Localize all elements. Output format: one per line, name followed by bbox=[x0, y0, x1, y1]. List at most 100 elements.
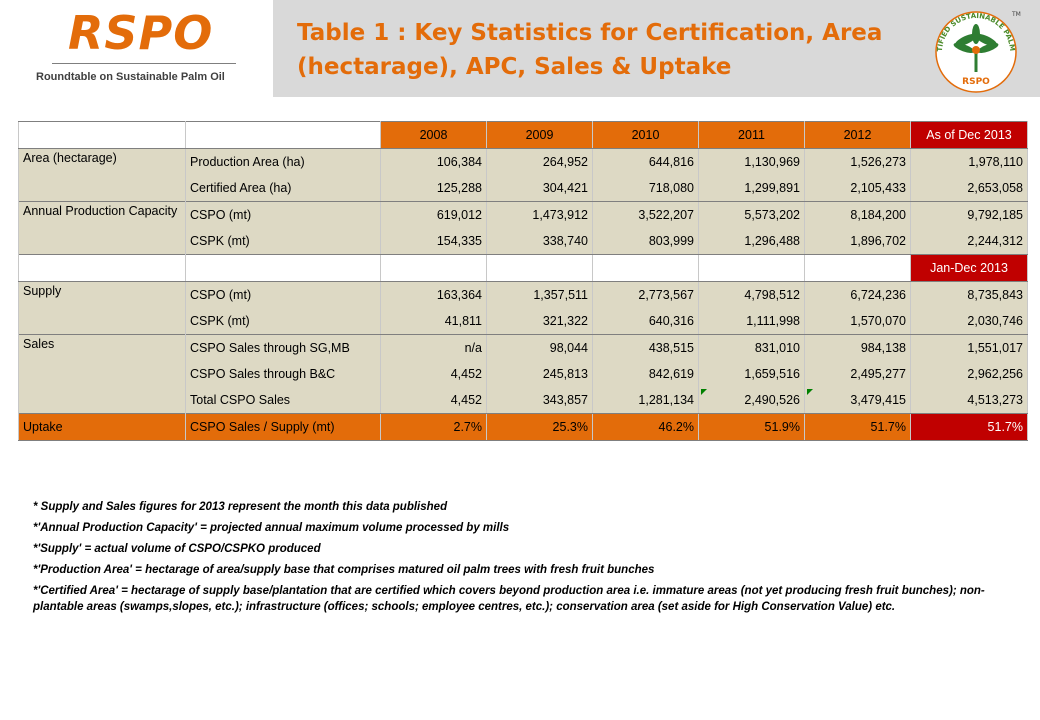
seal-text-bottom: RSPO bbox=[962, 77, 990, 87]
cell-value: n/a bbox=[380, 334, 487, 361]
row-metric: CSPO Sales through B&C bbox=[185, 361, 381, 387]
row-category: Supply bbox=[18, 281, 186, 335]
cell-value: 4,513,273 bbox=[910, 387, 1028, 414]
year-header: 2011 bbox=[698, 121, 805, 149]
cell-value: 41,811 bbox=[380, 308, 487, 335]
cell-value: 2,030,746 bbox=[910, 308, 1028, 335]
cell-value: 4,452 bbox=[380, 387, 487, 414]
cell-text: 3,479,415 bbox=[850, 393, 906, 407]
cell-value: 1,299,891 bbox=[698, 175, 805, 202]
year-header: 2010 bbox=[592, 121, 699, 149]
cell-value: 264,952 bbox=[486, 148, 593, 175]
cell-value: 2.7% bbox=[380, 413, 487, 441]
footnote: *'Production Area' = hectarage of area/s… bbox=[33, 564, 655, 576]
cell-value: 1,526,273 bbox=[804, 148, 911, 175]
row-metric: Production Area (ha) bbox=[185, 148, 381, 175]
row-category: Area (hectarage) bbox=[18, 148, 186, 202]
cell-value: 438,515 bbox=[592, 334, 699, 361]
row-category: Uptake bbox=[18, 413, 186, 441]
cell-value: 1,570,070 bbox=[804, 308, 911, 335]
logo-subtitle: Roundtable on Sustainable Palm Oil bbox=[36, 71, 225, 83]
cell-value: 2,105,433 bbox=[804, 175, 911, 202]
row-metric: CSPO Sales through SG,MB bbox=[185, 334, 381, 361]
cell-value: 2,773,567 bbox=[592, 281, 699, 308]
cell-value: 2,962,256 bbox=[910, 361, 1028, 387]
cell-value: 338,740 bbox=[486, 228, 593, 255]
cell-value: 51.7% bbox=[910, 413, 1028, 441]
cell-value: 803,999 bbox=[592, 228, 699, 255]
cell-value: 125,288 bbox=[380, 175, 487, 202]
separator-cell bbox=[804, 254, 911, 282]
cell-value: 8,735,843 bbox=[910, 281, 1028, 308]
cell-value: 718,080 bbox=[592, 175, 699, 202]
cell-value: 1,896,702 bbox=[804, 228, 911, 255]
footnote: * Supply and Sales figures for 2013 repr… bbox=[33, 501, 448, 513]
table-row: Area (hectarage) Production Area (ha) 10… bbox=[18, 148, 1028, 202]
cell-value: 51.9% bbox=[698, 413, 805, 441]
separator-cell bbox=[18, 254, 186, 282]
header-blank bbox=[185, 121, 381, 149]
header-blank bbox=[18, 121, 186, 149]
cell-value: 304,421 bbox=[486, 175, 593, 202]
table-row: Sales CSPO Sales through SG,MB n/a 98,04… bbox=[18, 334, 1028, 414]
cell-value: 1,551,017 bbox=[910, 334, 1028, 361]
cell-value: 343,857 bbox=[486, 387, 593, 414]
row-metric: CSPO (mt) bbox=[185, 201, 381, 228]
cell-value: 25.3% bbox=[486, 413, 593, 441]
cell-value: 46.2% bbox=[592, 413, 699, 441]
cell-value: 163,364 bbox=[380, 281, 487, 308]
logo-divider bbox=[52, 63, 236, 64]
year-header: 2009 bbox=[486, 121, 593, 149]
cell-value: 4,798,512 bbox=[698, 281, 805, 308]
cell-value: 1,978,110 bbox=[910, 148, 1028, 175]
rspo-logo: RSPO bbox=[68, 6, 214, 60]
row-category: Annual Production Capacity bbox=[18, 201, 186, 255]
cell-value: 1,296,488 bbox=[698, 228, 805, 255]
key-statistics-table: 2008 2009 2010 2011 2012 As of Dec 2013 … bbox=[18, 121, 1028, 441]
table-row: CSPK (mt) 41,811 321,322 640,316 1,111,9… bbox=[19, 308, 1028, 335]
cell-value: 1,659,516 bbox=[698, 361, 805, 387]
period-header: Jan-Dec 2013 bbox=[910, 254, 1028, 282]
cell-value: 106,384 bbox=[380, 148, 487, 175]
row-metric: CSPK (mt) bbox=[185, 228, 381, 255]
table-row: Total CSPO Sales 4,452 343,857 1,281,134… bbox=[19, 387, 1028, 414]
footnote: *'Supply' = actual volume of CSPO/CSPKO … bbox=[33, 543, 321, 555]
cell-value: 51.7% bbox=[804, 413, 911, 441]
table-row: Annual Production Capacity CSPO (mt) 619… bbox=[18, 201, 1028, 255]
cell-value: 1,473,912 bbox=[486, 201, 593, 228]
separator-cell bbox=[592, 254, 699, 282]
comment-marker-icon bbox=[807, 389, 813, 395]
row-metric: Total CSPO Sales bbox=[185, 387, 381, 414]
table-row: Certified Area (ha) 125,288 304,421 718,… bbox=[19, 175, 1028, 202]
separator-row: Jan-Dec 2013 bbox=[18, 254, 1028, 282]
separator-cell bbox=[486, 254, 593, 282]
cell-value: 984,138 bbox=[804, 334, 911, 361]
year-header: 2012 bbox=[804, 121, 911, 149]
cell-value: 842,619 bbox=[592, 361, 699, 387]
table-row: Supply CSPO (mt) 163,364 1,357,511 2,773… bbox=[18, 281, 1028, 335]
cell-value: 245,813 bbox=[486, 361, 593, 387]
footnote: *'Certified Area' = hectarage of supply … bbox=[33, 585, 985, 613]
cell-value: 9,792,185 bbox=[910, 201, 1028, 228]
row-category: Sales bbox=[18, 334, 186, 414]
header-row: 2008 2009 2010 2011 2012 As of Dec 2013 bbox=[18, 121, 1028, 149]
separator-cell bbox=[185, 254, 381, 282]
cell-value: 1,357,511 bbox=[486, 281, 593, 308]
table-row: CSPO Sales through B&C 4,452 245,813 842… bbox=[19, 361, 1028, 387]
cell-value: 644,816 bbox=[592, 148, 699, 175]
cell-value: 154,335 bbox=[380, 228, 487, 255]
cell-value: 321,322 bbox=[486, 308, 593, 335]
footnote: *'Annual Production Capacity' = projecte… bbox=[33, 522, 510, 534]
cell-value: 4,452 bbox=[380, 361, 487, 387]
row-metric: CSPO Sales / Supply (mt) bbox=[185, 413, 381, 441]
cell-value: 2,495,277 bbox=[804, 361, 911, 387]
cell-value: 2,244,312 bbox=[910, 228, 1028, 255]
separator-cell bbox=[380, 254, 487, 282]
row-metric: Certified Area (ha) bbox=[185, 175, 381, 202]
cell-value: 619,012 bbox=[380, 201, 487, 228]
row-metric: CSPO (mt) bbox=[185, 281, 381, 308]
comment-marker-icon bbox=[701, 389, 707, 395]
cspo-seal-icon: CERTIFIED SUSTAINABLE PALM OIL RSPO TM bbox=[928, 4, 1021, 93]
separator-cell bbox=[698, 254, 805, 282]
cell-value: 1,130,969 bbox=[698, 148, 805, 175]
